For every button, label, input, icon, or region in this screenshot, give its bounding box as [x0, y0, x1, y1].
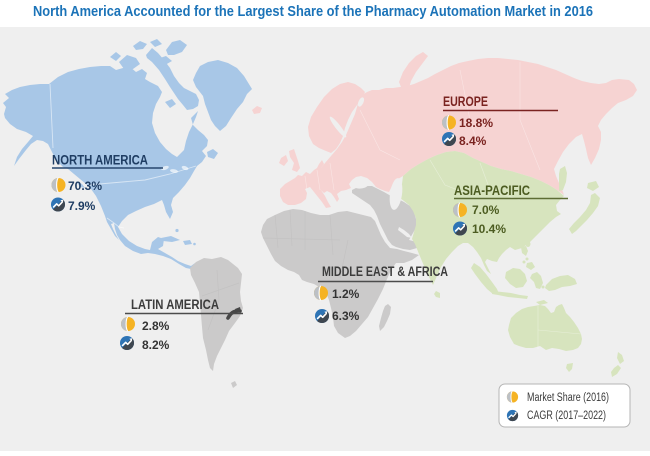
- svg-text:ASIA-PACIFIC: ASIA-PACIFIC: [454, 183, 530, 198]
- svg-text:8.4%: 8.4%: [459, 134, 487, 148]
- svg-text:Market Share (2016): Market Share (2016): [527, 392, 609, 404]
- svg-text:EUROPE: EUROPE: [443, 94, 488, 109]
- svg-text:MIDDLE EAST & AFRICA: MIDDLE EAST & AFRICA: [322, 264, 448, 279]
- svg-text:NORTH AMERICA: NORTH AMERICA: [52, 153, 148, 168]
- svg-text:70.3%: 70.3%: [68, 179, 102, 193]
- svg-text:2.8%: 2.8%: [142, 319, 170, 333]
- svg-text:7.0%: 7.0%: [472, 203, 500, 217]
- svg-text:1.2%: 1.2%: [332, 287, 360, 301]
- svg-text:10.4%: 10.4%: [472, 222, 506, 236]
- svg-text:18.8%: 18.8%: [459, 116, 493, 130]
- svg-text:6.3%: 6.3%: [332, 309, 360, 323]
- svg-text:8.2%: 8.2%: [142, 338, 170, 352]
- svg-text:CAGR (2017–2022): CAGR (2017–2022): [527, 410, 606, 422]
- svg-text:North America Accounted for th: North America Accounted for the Largest …: [33, 3, 593, 20]
- svg-text:LATIN AMERICA: LATIN AMERICA: [131, 297, 219, 312]
- svg-text:7.9%: 7.9%: [68, 199, 96, 213]
